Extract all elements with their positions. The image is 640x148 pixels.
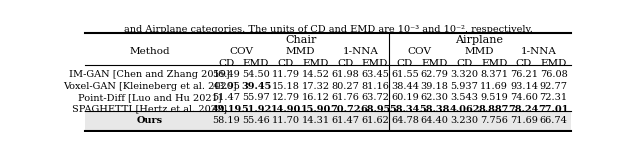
Text: COV: COV (229, 47, 253, 56)
Text: 49.19: 49.19 (211, 105, 241, 114)
Text: 17.32: 17.32 (301, 82, 330, 91)
Text: 12.79: 12.79 (272, 93, 300, 102)
Text: 61.47: 61.47 (332, 116, 359, 125)
Text: 7.756: 7.756 (480, 116, 508, 125)
Text: 38.44: 38.44 (391, 82, 419, 91)
Text: and Airplane categories. The units of CD and EMD are 10⁻³ and 10⁻², respectively: and Airplane categories. The units of CD… (124, 25, 532, 34)
Text: 80.27: 80.27 (332, 82, 359, 91)
Text: 76.08: 76.08 (540, 70, 568, 79)
Text: 39.45: 39.45 (241, 82, 271, 91)
Text: 61.76: 61.76 (332, 93, 359, 102)
Text: 14.90: 14.90 (271, 105, 301, 114)
Text: MMD: MMD (465, 47, 494, 56)
Text: 74.60: 74.60 (510, 93, 538, 102)
Text: 61.62: 61.62 (361, 116, 389, 125)
Text: 9.519: 9.519 (480, 93, 508, 102)
Text: 8.887: 8.887 (479, 105, 509, 114)
Text: 8.371: 8.371 (480, 70, 508, 79)
Text: 71.69: 71.69 (510, 116, 538, 125)
Text: 63.45: 63.45 (361, 70, 389, 79)
Text: 68.95: 68.95 (360, 105, 390, 114)
Text: 61.98: 61.98 (332, 70, 359, 79)
Text: 51.92: 51.92 (241, 105, 271, 114)
Text: 43.95: 43.95 (212, 82, 240, 91)
Text: 55.97: 55.97 (242, 93, 270, 102)
Text: 14.31: 14.31 (301, 116, 330, 125)
Text: SPAGHETTI [Hertz et al. 2022]: SPAGHETTI [Hertz et al. 2022] (72, 105, 227, 114)
Text: Chair: Chair (285, 35, 316, 45)
Text: 64.40: 64.40 (420, 116, 449, 125)
Text: 4.062: 4.062 (449, 105, 479, 114)
Text: 51.47: 51.47 (212, 93, 240, 102)
Text: 62.30: 62.30 (420, 93, 449, 102)
Text: EMD: EMD (243, 59, 269, 68)
Text: 63.72: 63.72 (361, 93, 389, 102)
Text: 15.18: 15.18 (272, 82, 300, 91)
Text: 55.46: 55.46 (242, 116, 270, 125)
Text: IM-GAN [Chen and Zhang 2019]: IM-GAN [Chen and Zhang 2019] (69, 70, 230, 79)
Text: 58.34: 58.34 (390, 105, 420, 114)
Text: 1-NNA: 1-NNA (521, 47, 557, 56)
Text: 62.79: 62.79 (420, 70, 449, 79)
Text: CD: CD (218, 59, 234, 68)
Text: MMD: MMD (286, 47, 316, 56)
Text: 1-NNA: 1-NNA (342, 47, 378, 56)
Text: 3.543: 3.543 (451, 93, 479, 102)
Text: EMD: EMD (481, 59, 508, 68)
Text: 58.38: 58.38 (419, 105, 450, 114)
Text: 92.77: 92.77 (540, 82, 568, 91)
Text: 77.01: 77.01 (538, 105, 569, 114)
Text: CD: CD (397, 59, 413, 68)
Text: 58.19: 58.19 (212, 116, 240, 125)
Text: 11.69: 11.69 (480, 82, 508, 91)
Text: Point-Diff [Luo and Hu 2021]: Point-Diff [Luo and Hu 2021] (77, 93, 221, 102)
Text: 81.16: 81.16 (361, 82, 389, 91)
Text: CD: CD (516, 59, 532, 68)
Text: 3.320: 3.320 (451, 70, 479, 79)
Text: Ours: Ours (136, 116, 163, 125)
Text: Airplane: Airplane (455, 35, 503, 45)
Text: 76.21: 76.21 (510, 70, 538, 79)
Text: 72.31: 72.31 (540, 93, 568, 102)
Text: 60.19: 60.19 (391, 93, 419, 102)
Text: 70.72: 70.72 (330, 105, 360, 114)
Bar (85, 111, 571, 131)
Text: 5.937: 5.937 (451, 82, 478, 91)
Text: 78.24: 78.24 (509, 105, 539, 114)
Text: 3.230: 3.230 (451, 116, 479, 125)
Text: EMD: EMD (541, 59, 567, 68)
Text: 66.74: 66.74 (540, 116, 568, 125)
Text: CD: CD (456, 59, 472, 68)
Text: EMD: EMD (422, 59, 448, 68)
Text: 39.18: 39.18 (420, 82, 449, 91)
Text: Voxel-GAN [Kleineberg et al. 2020]: Voxel-GAN [Kleineberg et al. 2020] (63, 82, 236, 91)
Text: 16.12: 16.12 (301, 93, 330, 102)
Text: CD: CD (278, 59, 294, 68)
Text: 56.49: 56.49 (212, 70, 240, 79)
Text: Method: Method (129, 47, 170, 56)
Text: EMD: EMD (362, 59, 388, 68)
Text: CD: CD (337, 59, 353, 68)
Text: COV: COV (408, 47, 432, 56)
Text: 15.90: 15.90 (300, 105, 331, 114)
Text: 61.55: 61.55 (391, 70, 419, 79)
Text: 14.52: 14.52 (301, 70, 330, 79)
Text: 64.78: 64.78 (391, 116, 419, 125)
Text: 11.79: 11.79 (272, 70, 300, 79)
Text: 11.70: 11.70 (272, 116, 300, 125)
Text: EMD: EMD (303, 59, 329, 68)
Text: 54.50: 54.50 (242, 70, 270, 79)
Text: 93.14: 93.14 (510, 82, 538, 91)
